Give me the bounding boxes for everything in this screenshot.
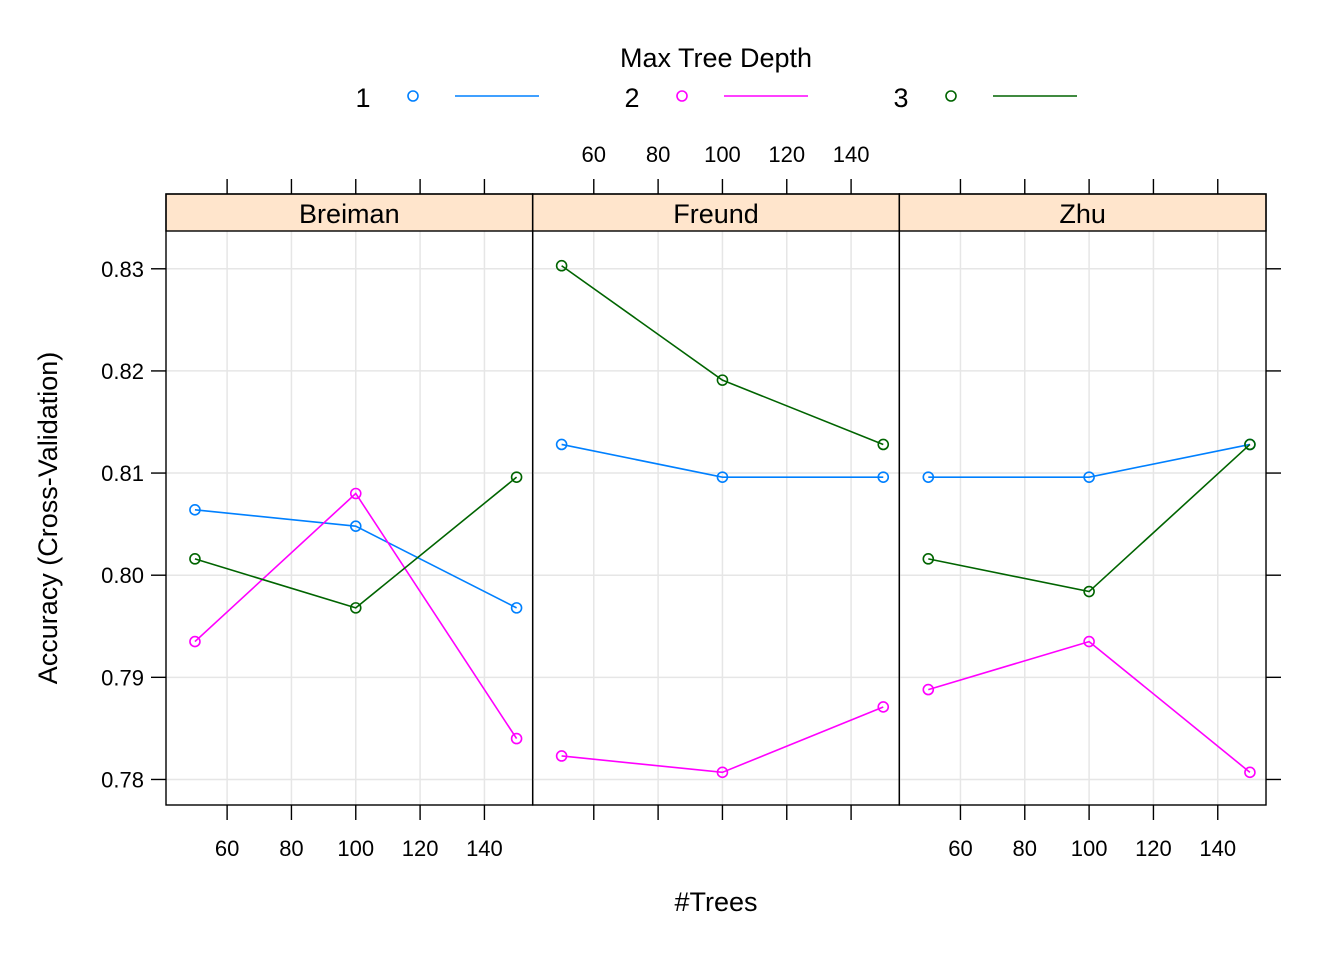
y-axis-label: Accuracy (Cross-Validation) — [33, 352, 63, 685]
x-tick-label: 120 — [768, 142, 805, 167]
x-tick-label: 80 — [279, 836, 303, 861]
x-tick-label: 120 — [1135, 836, 1172, 861]
series-line-depth-3 — [561, 265, 884, 446]
x-tick-label: 100 — [337, 836, 374, 861]
series-line-depth-3 — [928, 443, 1251, 593]
data-point-depth-3 — [877, 438, 890, 451]
panel-title: Freund — [673, 199, 759, 229]
data-point-depth-3 — [922, 553, 935, 565]
panel-border — [531, 193, 901, 806]
data-point-depth-3 — [555, 259, 568, 272]
data-point-depth-2 — [555, 750, 568, 762]
x-tick-label: 100 — [1071, 836, 1108, 861]
bottom-x-axis: 60 80 100 120 140 60 80 100 120 140 — [215, 805, 1236, 861]
data-point-depth-1 — [922, 471, 935, 483]
top-x-axis: 60 80 100 120 140 — [226, 142, 1219, 194]
series-line-depth-1 — [928, 443, 1251, 478]
data-point-depth-3 — [349, 602, 362, 614]
x-axis-label: #Trees — [674, 887, 757, 917]
x-tick-label: 60 — [215, 836, 239, 861]
y-tick-label: 0.79 — [101, 665, 144, 690]
x-tick-label: 60 — [948, 836, 972, 861]
legend-label-1: 1 — [355, 83, 370, 113]
series-line-depth-2 — [928, 640, 1251, 773]
data-point-depth-2 — [877, 701, 890, 713]
data-point-depth-1 — [716, 471, 729, 483]
data-point-depth-2 — [1244, 766, 1256, 779]
data-point-depth-3 — [189, 553, 201, 565]
data-point-depth-2 — [922, 683, 935, 696]
y-tick-label: 0.83 — [101, 257, 144, 282]
data-point-depth-2 — [349, 487, 362, 500]
legend-point-3 — [945, 90, 957, 102]
series-line-depth-2 — [561, 706, 884, 774]
panel-title: Breiman — [299, 199, 400, 229]
legend: Max Tree Depth 1 2 3 — [355, 43, 1077, 113]
y-tick-label: 0.80 — [101, 563, 144, 588]
x-tick-label: 140 — [1199, 836, 1236, 861]
data-point-depth-1 — [349, 520, 362, 532]
y-tick-label: 0.81 — [101, 461, 144, 486]
legend-point-2 — [676, 90, 688, 102]
panel-border — [898, 193, 1267, 806]
panels: Breiman Freund Zhu — [165, 193, 1267, 806]
data-point-depth-2 — [510, 732, 523, 745]
data-point-depth-1 — [510, 602, 523, 614]
data-point-depth-1 — [1083, 471, 1095, 483]
x-tick-label: 100 — [704, 142, 741, 167]
panel-zhu: Zhu — [898, 193, 1267, 806]
x-tick-label: 140 — [466, 836, 503, 861]
series-line-depth-3 — [194, 476, 518, 609]
data-point-depth-1 — [189, 504, 201, 516]
data-point-depth-2 — [1083, 635, 1095, 648]
series-line-depth-1 — [561, 443, 884, 478]
panel-breiman: Breiman — [165, 193, 534, 806]
x-tick-label: 120 — [402, 836, 439, 861]
y-tick-label: 0.82 — [101, 359, 144, 384]
x-tick-label: 80 — [646, 142, 670, 167]
data-point-depth-1 — [877, 471, 890, 483]
right-y-axis — [1266, 268, 1282, 781]
legend-title: Max Tree Depth — [620, 43, 812, 73]
data-point-depth-1 — [555, 438, 568, 451]
data-point-depth-2 — [716, 766, 729, 779]
panel-title: Zhu — [1059, 199, 1106, 229]
y-tick-label: 0.78 — [101, 767, 144, 792]
series-line-depth-2 — [194, 492, 518, 740]
x-tick-label: 140 — [833, 142, 870, 167]
x-tick-label: 60 — [582, 142, 606, 167]
series-line-depth-1 — [194, 509, 517, 609]
y-axis: 0.78 0.79 0.80 0.81 0.82 0.83 — [101, 257, 166, 792]
legend-label-2: 2 — [624, 83, 639, 113]
x-tick-label: 80 — [1013, 836, 1037, 861]
legend-point-1 — [407, 90, 419, 102]
legend-label-3: 3 — [893, 83, 908, 113]
data-point-depth-3 — [510, 471, 523, 483]
panel-freund: Freund — [531, 193, 901, 806]
data-point-depth-3 — [1083, 585, 1095, 598]
data-point-depth-3 — [1244, 438, 1256, 451]
panel-strip — [898, 193, 1267, 232]
data-point-depth-3 — [716, 374, 729, 386]
data-point-depth-2 — [189, 635, 201, 648]
